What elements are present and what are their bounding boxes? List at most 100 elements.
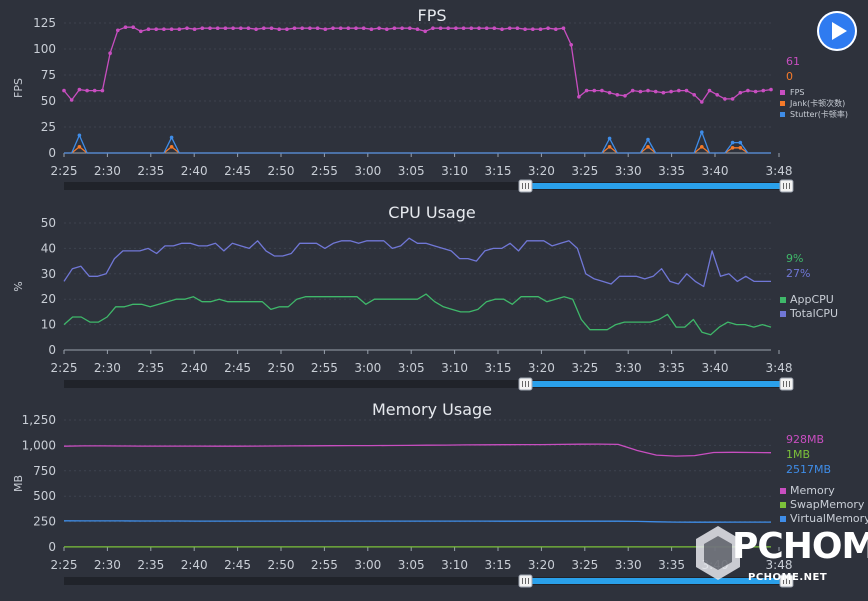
range-slider-selection[interactable]	[525, 381, 785, 387]
data-point	[354, 26, 358, 31]
data-point	[492, 26, 497, 31]
range-slider-track[interactable]	[64, 380, 794, 388]
data-point	[315, 26, 320, 31]
y-axis-label: FPS	[12, 78, 25, 98]
data-point	[308, 26, 312, 31]
data-point	[346, 26, 351, 31]
data-point	[438, 26, 443, 31]
x-tick-label: 3:48	[766, 164, 793, 178]
data-point	[123, 25, 128, 30]
data-point	[77, 87, 82, 92]
data-point	[730, 146, 735, 150]
range-slider-track[interactable]	[64, 182, 794, 190]
data-point	[461, 26, 466, 31]
range-slider-track[interactable]	[64, 577, 794, 585]
y-tick-label: 125	[33, 16, 56, 30]
legend-swatch	[780, 488, 786, 494]
x-tick-label: 3:20	[528, 164, 555, 178]
data-point	[338, 26, 343, 31]
x-tick-label: 3:48	[766, 558, 793, 572]
data-point	[208, 26, 212, 31]
data-point	[592, 88, 597, 93]
series-line-jank	[64, 146, 771, 154]
data-point	[730, 97, 735, 101]
legend-item: TotalCPU	[789, 307, 838, 320]
data-point	[169, 27, 174, 32]
data-point	[177, 27, 182, 32]
data-point	[277, 27, 282, 32]
range-slider-selection[interactable]	[525, 183, 785, 189]
x-tick-label: 3:15	[485, 558, 512, 572]
y-tick-label: 1,000	[22, 438, 56, 452]
data-point	[646, 137, 650, 142]
x-tick-label: 3:35	[658, 558, 685, 572]
y-tick-label: 25	[41, 120, 56, 134]
data-point	[738, 146, 743, 150]
data-point	[569, 43, 573, 47]
data-point	[554, 27, 558, 32]
data-point	[423, 29, 428, 34]
legend-item: VirtualMemory	[790, 512, 868, 525]
data-point	[700, 145, 704, 149]
data-point	[646, 145, 650, 149]
data-point	[77, 145, 82, 149]
data-point	[100, 88, 105, 93]
x-tick-label: 2:50	[268, 361, 295, 375]
data-point	[638, 89, 643, 94]
x-tick-label: 2:55	[311, 164, 338, 178]
data-point	[730, 140, 735, 145]
data-point	[154, 27, 158, 32]
current-value: 61	[786, 55, 800, 68]
data-point	[561, 26, 566, 31]
y-axis-label: MB	[12, 475, 25, 492]
data-point	[446, 26, 451, 31]
data-point	[169, 135, 174, 140]
x-tick-label: 2:40	[181, 361, 208, 375]
data-point	[615, 93, 620, 97]
x-tick-label: 3:30	[615, 361, 642, 375]
legend-swatch	[780, 112, 785, 117]
data-point	[385, 27, 389, 32]
legend-swatch	[780, 311, 786, 317]
data-point	[738, 90, 743, 95]
chart-title: Memory Usage	[372, 400, 492, 419]
data-point	[646, 88, 650, 93]
x-tick-label: 3:35	[658, 361, 685, 375]
y-tick-label: 100	[33, 42, 56, 56]
data-point	[116, 28, 120, 33]
legend-swatch	[780, 101, 785, 106]
x-tick-label: 2:45	[224, 558, 251, 572]
data-point	[215, 26, 220, 31]
data-point	[531, 27, 535, 32]
data-point	[392, 26, 397, 31]
data-point	[546, 26, 550, 31]
x-tick-label: 3:25	[571, 361, 598, 375]
y-tick-label: 50	[41, 94, 56, 108]
data-point	[684, 88, 689, 93]
data-point	[331, 26, 335, 31]
x-tick-label: 3:30	[615, 558, 642, 572]
x-tick-label: 3:05	[398, 164, 425, 178]
play-button[interactable]	[817, 11, 857, 51]
legend-swatch	[780, 90, 785, 95]
data-point	[185, 26, 189, 31]
x-tick-label: 2:55	[311, 361, 338, 375]
data-point	[254, 27, 258, 32]
data-point	[746, 88, 750, 93]
y-tick-label: 0	[48, 146, 56, 160]
data-point	[415, 27, 420, 32]
x-tick-label: 3:10	[441, 361, 468, 375]
data-point	[515, 26, 520, 31]
range-slider-selection[interactable]	[525, 578, 785, 584]
data-point	[700, 130, 704, 134]
data-point	[700, 100, 704, 104]
x-tick-label: 3:48	[766, 361, 793, 375]
data-point	[85, 88, 89, 93]
data-point	[677, 88, 681, 93]
data-point	[607, 136, 612, 141]
data-point	[131, 25, 135, 30]
data-point	[108, 51, 112, 55]
x-tick-label: 3:40	[702, 164, 729, 178]
y-axis-label: %	[12, 281, 25, 291]
data-point	[661, 90, 666, 95]
